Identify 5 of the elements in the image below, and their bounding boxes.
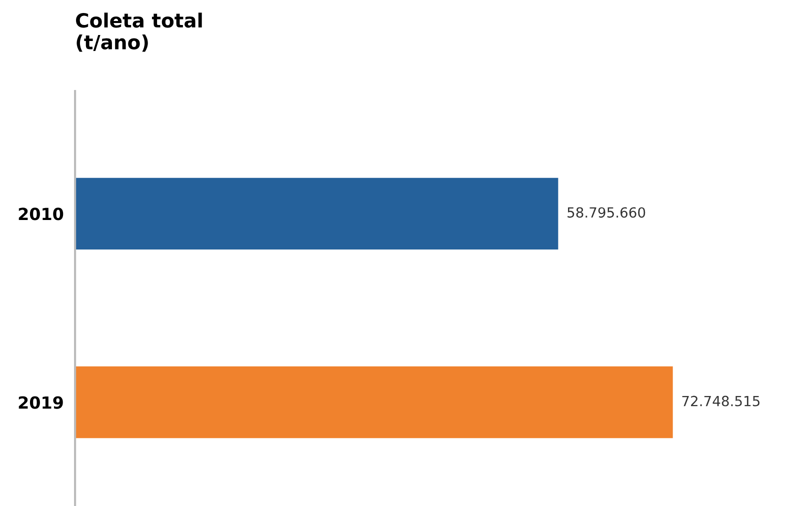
data-label: 72.748.515 — [682, 396, 760, 406]
data-label: 58.795.660 — [568, 207, 646, 218]
y-tick-label: 2019 — [18, 396, 63, 409]
chart-title: Coleta total (t/ano) — [76, 12, 202, 52]
y-tick-label: 2010 — [18, 208, 64, 220]
